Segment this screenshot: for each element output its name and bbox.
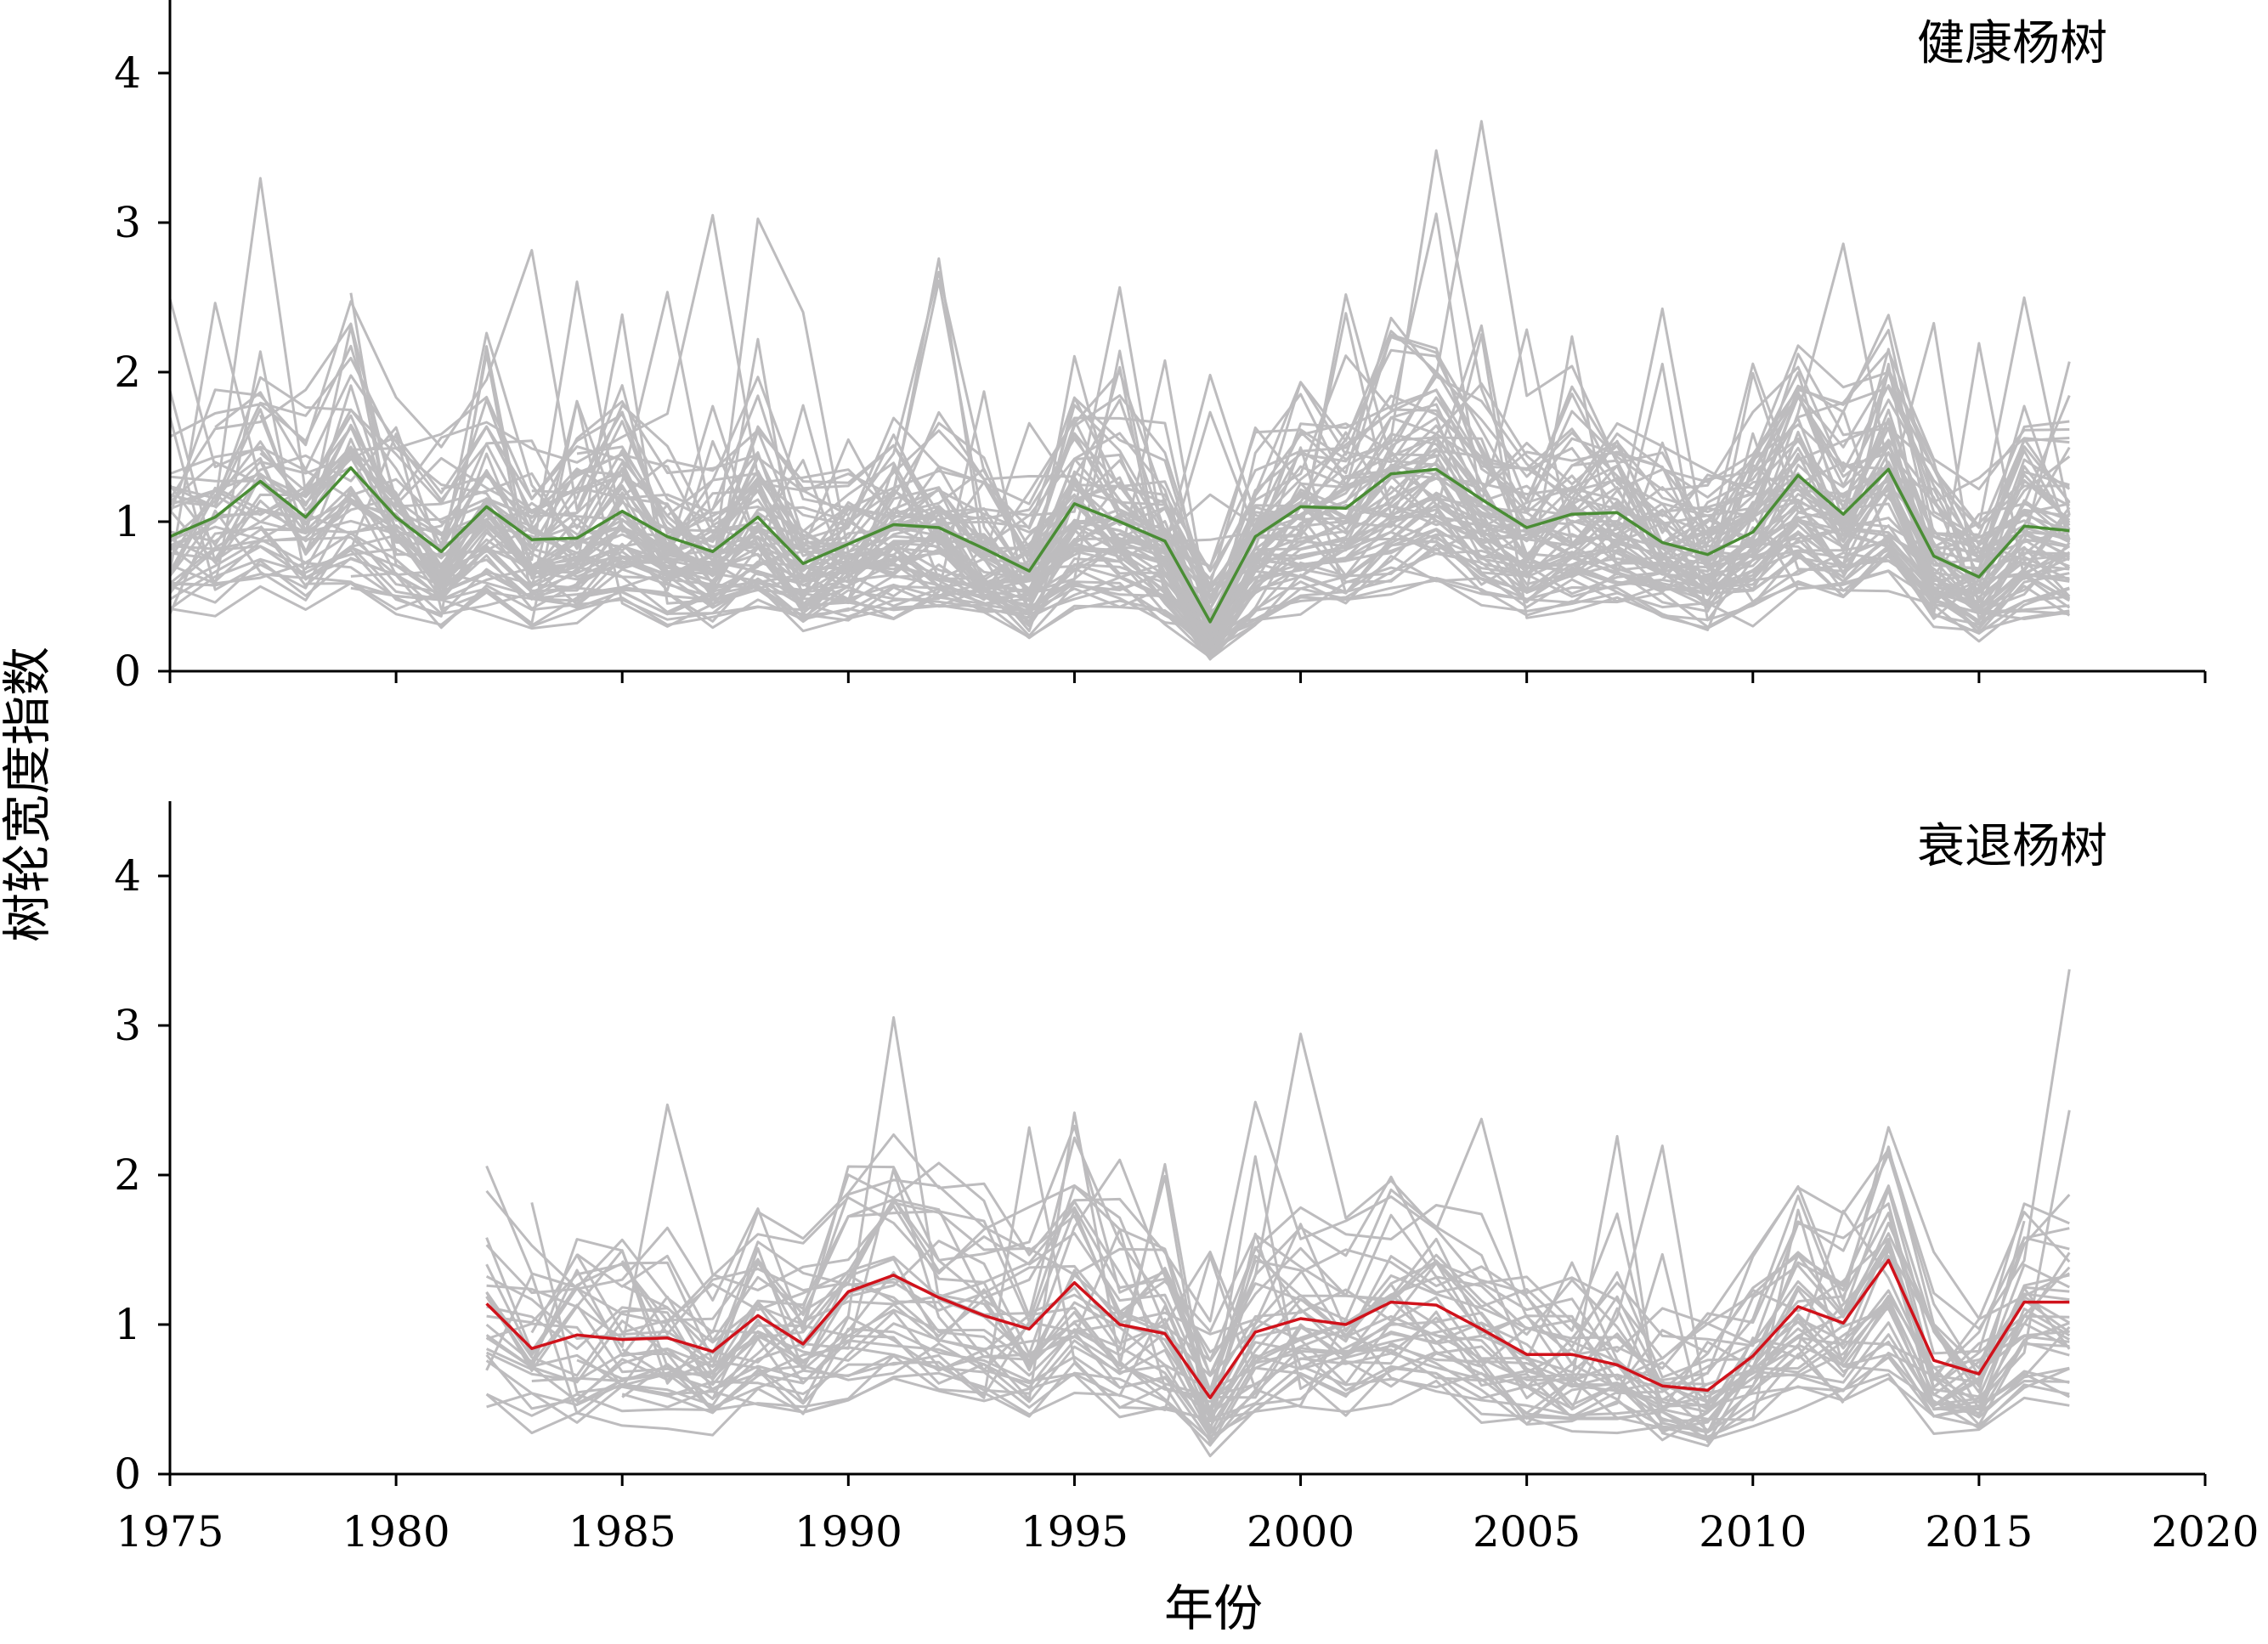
individual-tree-series bbox=[530, 1202, 2070, 1441]
individual-tree-series bbox=[169, 345, 2070, 659]
individual-tree-series bbox=[620, 1184, 2026, 1415]
individual-tree-series bbox=[168, 430, 2070, 634]
y-tick-label: 3 bbox=[114, 198, 141, 247]
individual-tree-series bbox=[485, 1032, 2071, 1381]
individual-tree-series bbox=[485, 1255, 2070, 1442]
y-tick-label: 4 bbox=[114, 48, 141, 98]
individual-tree-series bbox=[485, 328, 2070, 660]
individual-tree-series bbox=[621, 1016, 2070, 1412]
x-tick-label: 2000 bbox=[1247, 1507, 1355, 1556]
panel-title: 健康杨树 bbox=[1917, 16, 2107, 71]
individual-tree-series bbox=[622, 1111, 2070, 1442]
individual-tree-series bbox=[485, 1162, 2070, 1423]
individual-tree-series bbox=[259, 293, 2070, 598]
individual-tree-series bbox=[168, 322, 2071, 598]
individual-tree-series bbox=[485, 1238, 2070, 1408]
x-tick-label: 1980 bbox=[342, 1507, 450, 1556]
individual-tree-series bbox=[576, 969, 2071, 1411]
y-tick-label: 1 bbox=[114, 497, 141, 546]
x-tick-label: 1995 bbox=[1021, 1507, 1128, 1556]
individual-tree-series bbox=[169, 388, 2071, 624]
individual-tree-series bbox=[169, 212, 2070, 582]
x-tick-label: 2015 bbox=[1925, 1507, 2033, 1556]
individual-tree-series bbox=[169, 446, 2071, 623]
mean-series-line bbox=[485, 1258, 2070, 1399]
y-tick-label: 0 bbox=[114, 1449, 141, 1499]
y-tick-label: 0 bbox=[114, 647, 141, 696]
individual-tree-series bbox=[621, 1134, 2070, 1448]
y-axis-title: 树轮宽度指数 bbox=[0, 647, 56, 942]
y-tick-label: 3 bbox=[114, 1001, 141, 1050]
individual-series-group bbox=[168, 120, 2071, 661]
individual-tree-series bbox=[485, 1126, 2070, 1438]
x-tick-label: 2005 bbox=[1473, 1507, 1581, 1556]
x-axis-title: 年份 bbox=[1164, 1579, 1263, 1637]
y-tick-label: 4 bbox=[114, 851, 141, 901]
individual-tree-series bbox=[169, 270, 2070, 657]
individual-tree-series bbox=[168, 509, 2071, 661]
individual-tree-series bbox=[169, 313, 2071, 613]
x-tick-label: 2020 bbox=[2151, 1507, 2259, 1556]
y-tick-label: 2 bbox=[114, 1150, 141, 1200]
individual-tree-series bbox=[350, 404, 2071, 640]
individual-tree-series bbox=[168, 120, 2070, 629]
individual-tree-series bbox=[169, 149, 2070, 592]
individual-tree-series bbox=[486, 1198, 2070, 1395]
individual-series-group bbox=[485, 969, 2071, 1458]
x-tick-label: 2010 bbox=[1699, 1507, 1807, 1556]
individual-tree-series bbox=[350, 545, 2070, 635]
individual-tree-series bbox=[169, 177, 2070, 573]
panel-declining: 0 1 2 3 4 1975 1980 1985 1990 1995 2000 2005 2010 201… bbox=[114, 801, 2260, 1556]
panel-title: 衰退杨树 bbox=[1917, 819, 2107, 874]
x-tick-label: 1990 bbox=[795, 1507, 902, 1556]
individual-tree-series bbox=[486, 1317, 2070, 1424]
y-tick-label: 2 bbox=[114, 347, 141, 397]
panel-healthy: 0 1 2 3 4 健康杨树 bbox=[114, 0, 2207, 696]
individual-tree-series bbox=[169, 432, 2070, 658]
y-tick-label: 1 bbox=[114, 1300, 141, 1349]
x-tick-label: 1975 bbox=[116, 1507, 223, 1556]
individual-tree-series bbox=[168, 218, 2071, 597]
individual-tree-series bbox=[169, 453, 2071, 649]
individual-tree-series bbox=[485, 1103, 2070, 1377]
individual-tree-series bbox=[168, 298, 2071, 635]
mean-series-line bbox=[169, 466, 2070, 624]
individual-tree-series bbox=[531, 1342, 1845, 1443]
individual-tree-series bbox=[485, 1237, 2071, 1416]
individual-tree-series bbox=[621, 1178, 2070, 1402]
x-tick-label: 1985 bbox=[568, 1507, 676, 1556]
